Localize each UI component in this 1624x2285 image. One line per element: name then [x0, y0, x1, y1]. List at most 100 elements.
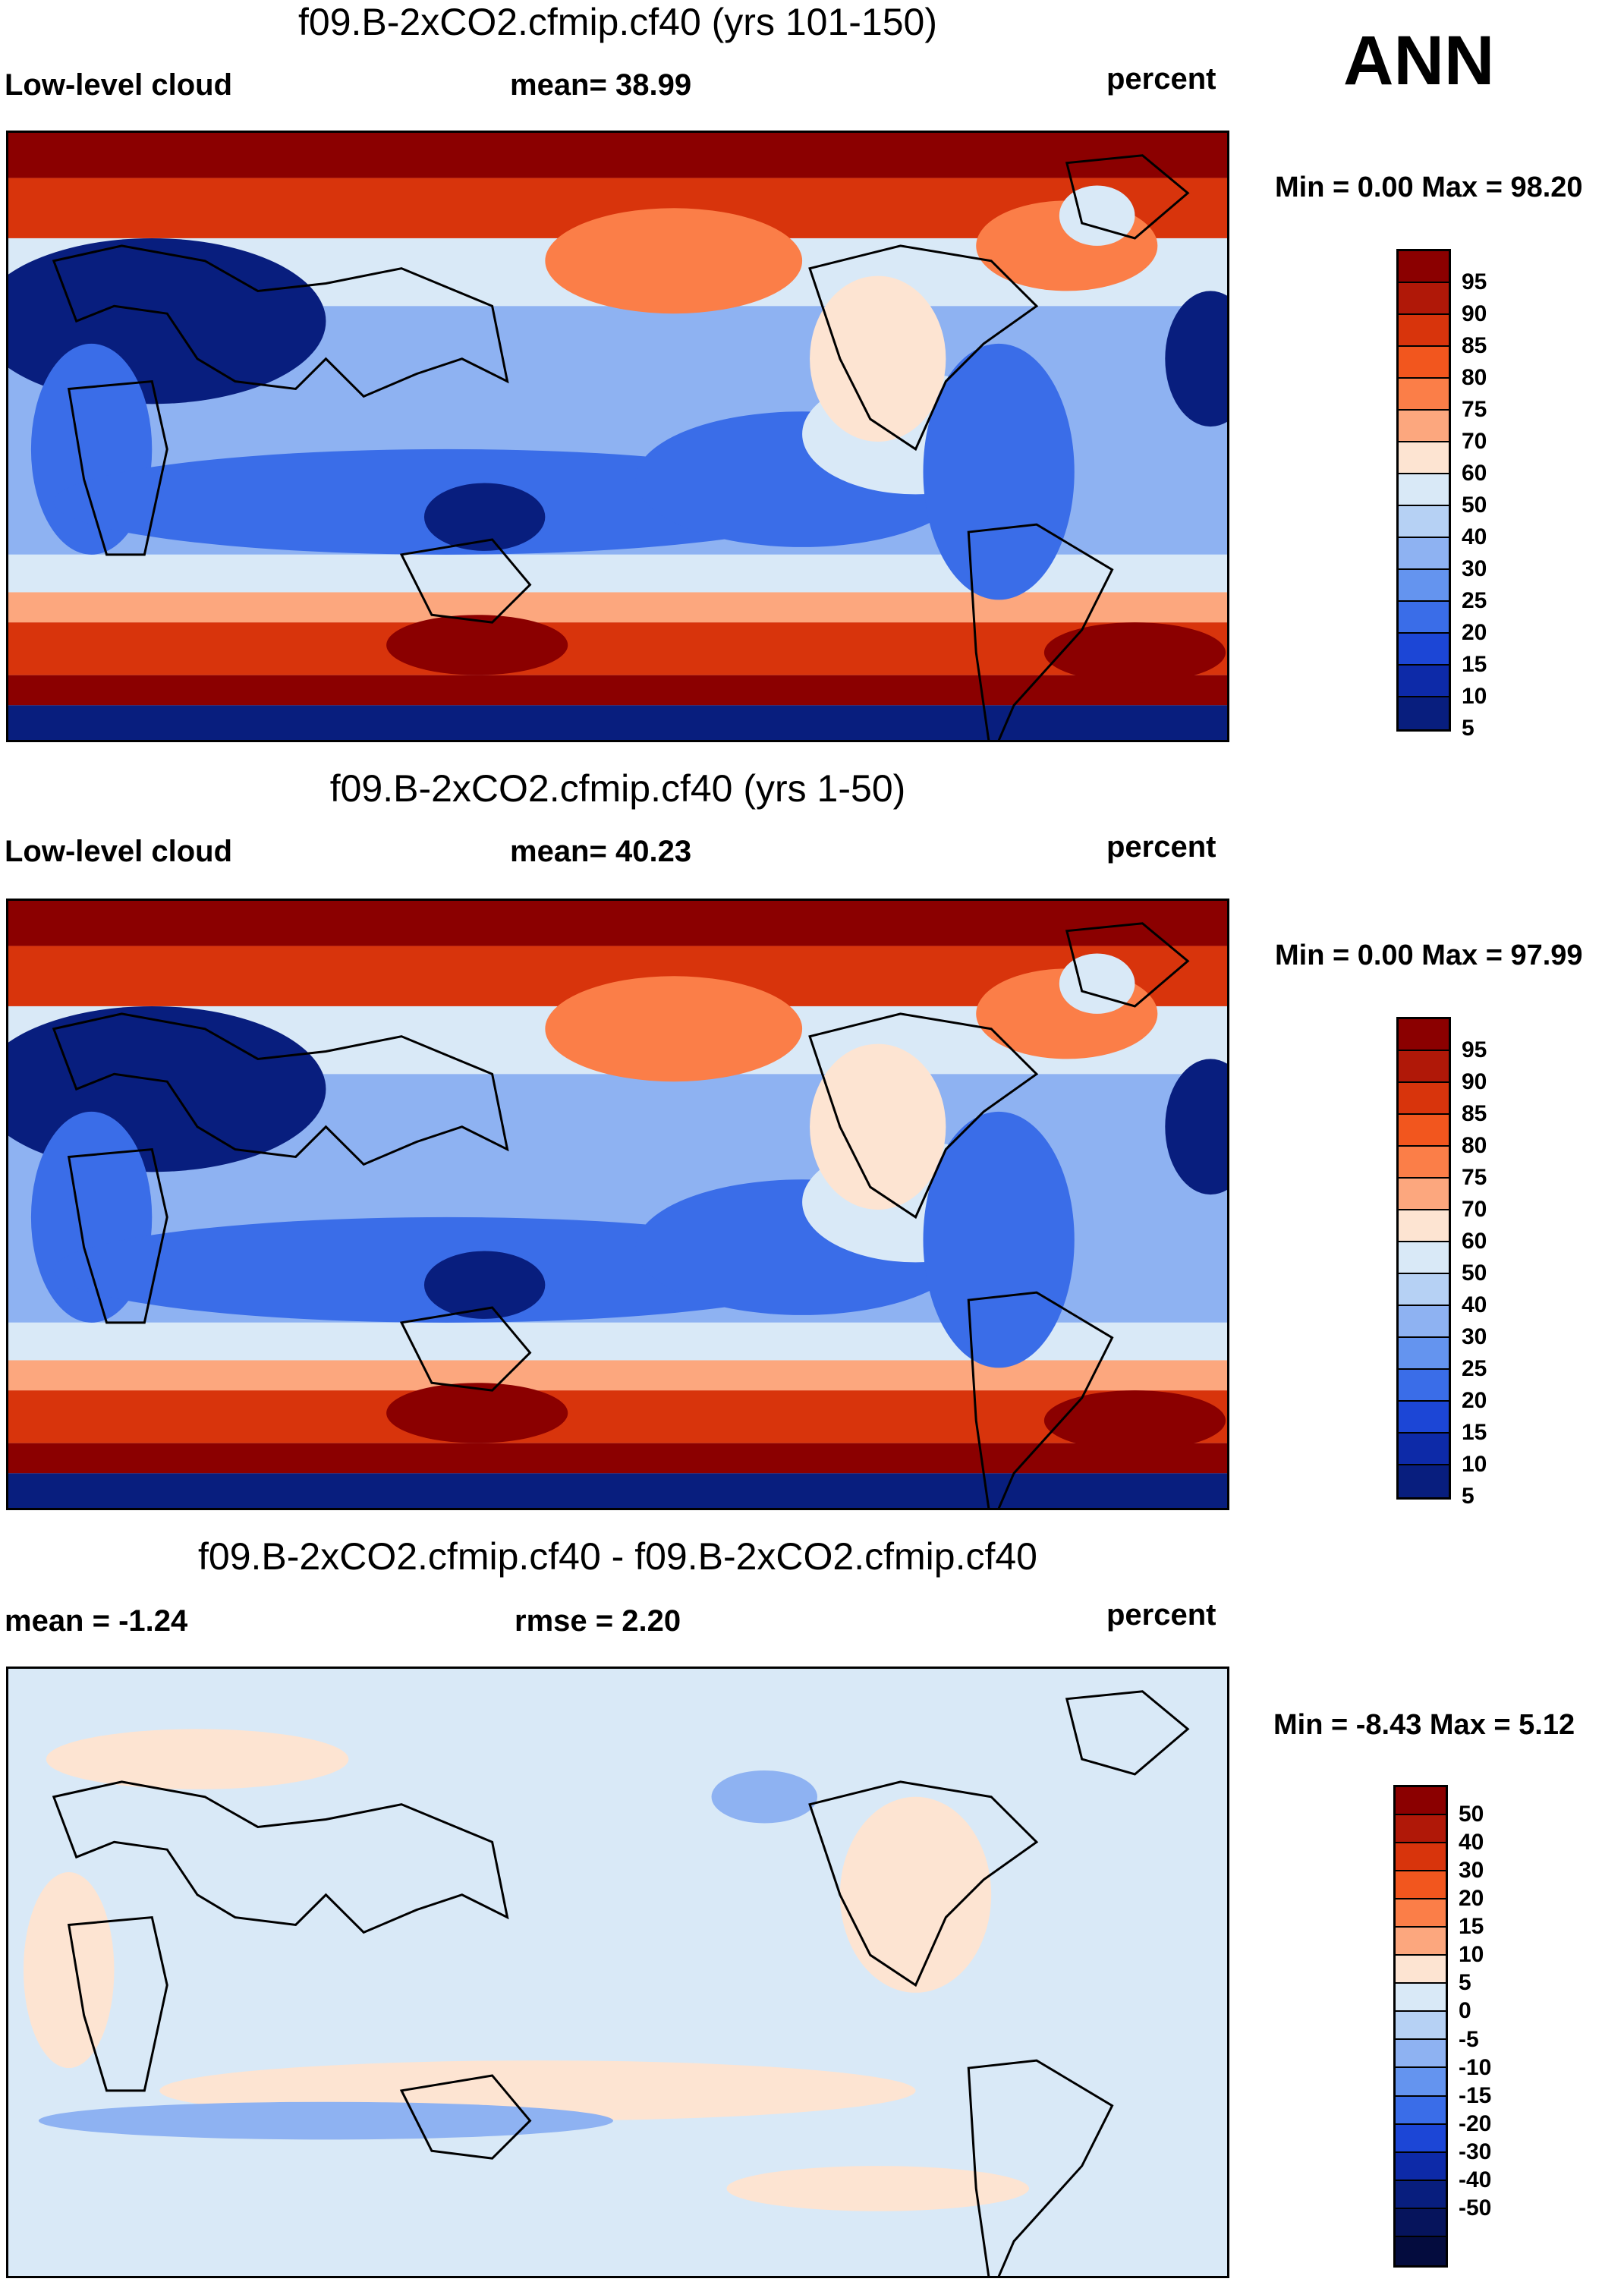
coastline: [967, 2059, 1114, 2276]
field-region: [726, 2166, 1029, 2211]
colorbar-swatch: [1399, 1242, 1449, 1274]
colorbar-swatch: [1399, 379, 1449, 411]
colorbar-tick-label: 95: [1462, 269, 1487, 294]
panel-3-colorbar: [1393, 1785, 1448, 2268]
panel-2-minmax-label: Min = 0.00 Max = 97.99: [1275, 939, 1583, 971]
coastline: [52, 1780, 509, 1934]
panel-3-mean-label: mean = -1.24: [5, 1604, 188, 1638]
panel-2-mean-label: mean= 40.23: [510, 835, 692, 868]
colorbar-swatch: [1399, 1179, 1449, 1210]
colorbar-tick-label: 90: [1462, 301, 1487, 326]
colorbar-tick-label: 30: [1462, 556, 1487, 581]
colorbar-tick-label: 75: [1462, 397, 1487, 422]
colorbar-tick-label: 25: [1462, 1356, 1487, 1381]
colorbar-swatch: [1396, 1815, 1446, 1844]
coastline: [967, 1291, 1114, 1508]
colorbar-swatch: [1399, 1147, 1449, 1179]
colorbar-tick-label: 40: [1462, 524, 1487, 549]
coastline: [1065, 922, 1190, 1008]
field-region: [386, 1383, 568, 1443]
field-region: [386, 615, 568, 675]
colorbar-swatch: [1399, 411, 1449, 442]
coastline: [399, 2074, 532, 2160]
field-band: [8, 592, 1227, 623]
colorbar-tick-label: 30: [1462, 1324, 1487, 1349]
colorbar-swatch: [1399, 506, 1449, 538]
coastline: [1065, 154, 1190, 240]
colorbar-swatch: [1399, 1434, 1449, 1465]
colorbar-tick-label: 5: [1459, 1970, 1471, 1996]
field-region: [545, 976, 803, 1082]
field-region: [711, 1770, 818, 1824]
field-region: [839, 1796, 992, 1993]
panel-3-minmax-label: Min = -8.43 Max = 5.12: [1273, 1709, 1575, 1741]
colorbar-tick-label: 0: [1459, 1998, 1471, 2024]
panel-1-map-svg: [8, 133, 1227, 740]
field-region: [1165, 291, 1227, 427]
colorbar-tick-label: 50: [1462, 1261, 1487, 1286]
colorbar-tick-label: 10: [1459, 1942, 1484, 1968]
panel-3-rmse-label: rmse = 2.20: [515, 1604, 681, 1638]
colorbar-swatch: [1399, 283, 1449, 315]
field-band: [8, 1473, 1227, 1508]
field-band: [8, 622, 1227, 675]
panel-3-map-svg: [8, 1669, 1227, 2276]
colorbar-tick-label: 20: [1462, 620, 1487, 645]
colorbar-swatch: [1396, 2040, 1446, 2069]
colorbar-swatch: [1396, 1956, 1446, 1984]
coastline: [52, 244, 509, 398]
colorbar-swatch: [1396, 2236, 1446, 2265]
colorbar-swatch: [1399, 634, 1449, 666]
colorbar-tick-label: -50: [1459, 2195, 1492, 2220]
colorbar-tick-label: 5: [1462, 1484, 1475, 1509]
colorbar-tick-label: 40: [1462, 1292, 1487, 1317]
field-region: [23, 1871, 115, 2069]
coastline: [808, 244, 1039, 452]
colorbar-swatch: [1396, 2208, 1446, 2237]
colorbar-tick-label: 20: [1462, 1388, 1487, 1413]
colorbar-tick-label: 70: [1462, 429, 1487, 454]
panel-1-colorbar: [1396, 249, 1451, 732]
coastline: [808, 1012, 1039, 1220]
panel-2-title: f09.B-2xCO2.cfmip.cf40 (yrs 1-50): [329, 767, 906, 810]
field-region: [46, 1729, 349, 1789]
field-region: [423, 1251, 546, 1319]
panel-3-title: f09.B-2xCO2.cfmip.cf40 - f09.B-2xCO2.cfm…: [198, 1535, 1037, 1578]
colorbar-tick-label: 25: [1462, 588, 1487, 613]
colorbar-swatch: [1399, 666, 1449, 697]
field-band: [8, 705, 1227, 740]
field-band: [8, 1390, 1227, 1443]
colorbar-swatch: [1399, 442, 1449, 474]
panel-1-variable-label: Low-level cloud: [5, 68, 233, 102]
colorbar-swatch: [1399, 1370, 1449, 1402]
colorbar-swatch: [1399, 251, 1449, 283]
colorbar-tick-label: 5: [1462, 716, 1475, 741]
colorbar-tick-label: 15: [1459, 1914, 1484, 1940]
colorbar-tick-label: -10: [1459, 2054, 1492, 2080]
colorbar-tick-label: 85: [1462, 333, 1487, 358]
colorbar-tick-label: -40: [1459, 2167, 1492, 2192]
colorbar-tick-label: 60: [1462, 461, 1487, 486]
field-region: [1059, 953, 1135, 1014]
colorbar-tick-label: 95: [1462, 1037, 1487, 1062]
field-band: [8, 1360, 1227, 1391]
colorbar-tick-label: 60: [1462, 1229, 1487, 1254]
colorbar-tick-label: 70: [1462, 1197, 1487, 1222]
colorbar-tick-label: -30: [1459, 2139, 1492, 2164]
field-region: [923, 1111, 1075, 1368]
field-region: [545, 208, 803, 314]
field-region: [38, 2101, 614, 2140]
colorbar-swatch: [1399, 474, 1449, 506]
panel-1-title: f09.B-2xCO2.cfmip.cf40 (yrs 101-150): [298, 1, 937, 43]
colorbar-tick-label: -15: [1459, 2082, 1492, 2108]
field-region: [810, 275, 946, 442]
colorbar-swatch: [1396, 2096, 1446, 2125]
field-band: [8, 901, 1227, 946]
colorbar-swatch: [1399, 570, 1449, 602]
colorbar-swatch: [1399, 1083, 1449, 1115]
colorbar-swatch: [1396, 2180, 1446, 2209]
colorbar-swatch: [1396, 1984, 1446, 2013]
colorbar-swatch: [1399, 697, 1449, 729]
colorbar-swatch: [1399, 1465, 1449, 1497]
colorbar-tick-label: 10: [1462, 684, 1487, 709]
